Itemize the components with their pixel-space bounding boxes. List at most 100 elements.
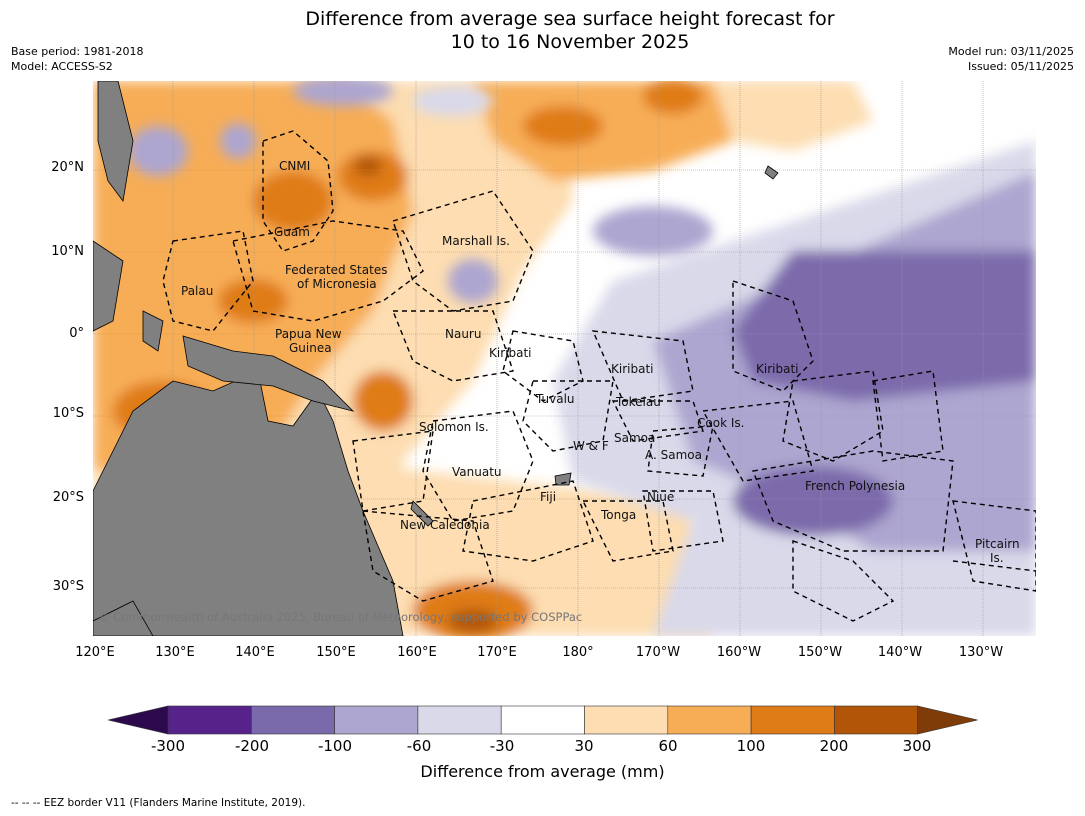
new-zealand-land xyxy=(93,600,154,636)
place-french-polynesia: French Polynesia xyxy=(805,479,906,493)
place-png-line2: Guinea xyxy=(289,341,332,355)
colorbar-label: -60 xyxy=(406,737,432,755)
colorbar-segment xyxy=(334,705,419,735)
land-masses xyxy=(93,81,779,636)
anomaly-purple-north xyxy=(413,86,493,116)
place-wallis-futuna: W & F xyxy=(573,439,609,453)
colorbar-label: -100 xyxy=(317,737,353,755)
base-period: Base period: 1981-2018 xyxy=(11,45,144,58)
colorbar-segment xyxy=(667,705,752,735)
issued-date: Issued: 05/11/2025 xyxy=(967,60,1074,73)
place-cook-is: Cook Is. xyxy=(697,416,745,430)
colorbar-segment xyxy=(750,705,835,735)
anomaly-purple-nw-3 xyxy=(293,81,393,106)
new-guinea-land xyxy=(182,335,355,412)
place-cnmi: CNMI xyxy=(279,159,311,173)
lon-tick-170e: 170°E xyxy=(477,645,517,660)
colorbar-label: 30 xyxy=(574,737,594,755)
anomaly-purple-south xyxy=(733,466,893,536)
hawaii-land xyxy=(764,165,779,180)
lon-tick-160e: 160°E xyxy=(397,645,437,660)
anomaly-darkest-2 xyxy=(448,609,498,633)
fiji-land xyxy=(554,472,572,486)
lon-tick-150w: 150°W xyxy=(797,645,843,660)
sulawesi-land xyxy=(142,310,164,352)
colorbar-label: -300 xyxy=(150,737,186,755)
anomaly-purple-tokelau xyxy=(593,206,713,256)
lon-tick-120e: 120°E xyxy=(75,645,115,660)
lat-tick-20n: 20°N xyxy=(51,160,84,175)
eez-borders xyxy=(162,130,1036,622)
lat-tick-30s: 30°S xyxy=(52,579,84,594)
new-caledonia-land xyxy=(410,500,434,527)
place-american-samoa: A. Samoa xyxy=(645,448,702,462)
colorbar-segment xyxy=(251,705,335,735)
place-pitcairn-line2: Is. xyxy=(990,551,1004,565)
eez-legend-footer: -- -- -- EEZ border V11 (Flanders Marine… xyxy=(11,797,306,809)
place-pitcairn-line1: Pitcairn xyxy=(975,537,1020,551)
lon-tick-130w: 130°W xyxy=(958,645,1004,660)
anomaly-dark-1 xyxy=(253,171,333,231)
sea-surface-height-map: © Commonwealth of Australia 2025, Bureau… xyxy=(93,81,1036,636)
colorbar-segment xyxy=(500,705,585,735)
anomaly-dark-7 xyxy=(353,371,413,431)
colorbar-segment xyxy=(417,705,502,735)
map-title: Difference from average sea surface heig… xyxy=(0,8,1085,54)
title-line-2: 10 to 16 November 2025 xyxy=(450,31,690,53)
anomaly-orange-northeast xyxy=(713,81,873,151)
philippines-land xyxy=(97,81,134,202)
anomaly-purple-marshall xyxy=(448,259,498,303)
place-tokelau: Tokelau xyxy=(616,395,661,409)
place-vanuatu: Vanuatu xyxy=(452,465,502,479)
anomaly-darkest-1 xyxy=(354,156,382,176)
lon-tick-140w: 140°W xyxy=(877,645,923,660)
anomaly-dark-5 xyxy=(218,279,288,323)
negative-anomaly-fields xyxy=(128,81,1036,636)
copyright-text: © Commonwealth of Australia 2025, Bureau… xyxy=(98,610,583,624)
anomaly-dark-4 xyxy=(643,81,703,114)
title-line-1: Difference from average sea surface heig… xyxy=(305,8,835,30)
place-tonga: Tonga xyxy=(601,508,637,522)
place-fiji: Fiji xyxy=(540,490,557,504)
lat-tick-10n: 10°N xyxy=(51,244,84,259)
place-niue: Niue xyxy=(647,490,675,504)
borneo-land xyxy=(93,240,124,332)
anomaly-purple-nw-1 xyxy=(128,126,188,176)
colorbar-label: -30 xyxy=(489,737,515,755)
model-run: Model run: 03/11/2025 xyxy=(948,45,1074,58)
anomaly-purple-nw-2 xyxy=(220,123,256,159)
place-fsm-line2: of Micronesia xyxy=(297,277,377,291)
place-tuvalu: Tuvalu xyxy=(536,392,575,406)
place-solomon-is: Solomon Is. xyxy=(419,420,489,434)
lon-tick-180: 180° xyxy=(562,645,594,660)
colorbar-extend-high xyxy=(917,705,978,735)
anomaly-mid-purple-east xyxy=(733,251,1036,401)
colorbar-segment xyxy=(167,705,252,735)
lon-tick-150e: 150°E xyxy=(316,645,356,660)
colorbar-label: 300 xyxy=(902,737,932,755)
place-marshall-is: Marshall Is. xyxy=(442,234,510,248)
lat-tick-20s: 20°S xyxy=(52,490,84,505)
lat-tick-0: 0° xyxy=(69,326,84,341)
colorbar-segment xyxy=(834,705,919,735)
colorbar-extend-low xyxy=(107,705,169,735)
place-png-line1: Papua New xyxy=(275,327,342,341)
place-kiribati-central: Kiribati xyxy=(611,362,654,376)
place-palau: Palau xyxy=(181,284,214,298)
meta-left: Base period: 1981-2018 Model: ACCESS-S2 xyxy=(11,44,143,74)
lat-tick-10s: 10°S xyxy=(52,406,84,421)
colorbar xyxy=(107,705,978,735)
place-new-caledonia: New Caledonia xyxy=(400,518,490,532)
lon-tick-160w: 160°W xyxy=(716,645,762,660)
place-kiribati-west: Kiribati xyxy=(489,346,532,360)
colorbar-label: 200 xyxy=(819,737,849,755)
place-kiribati-east: Kiribati xyxy=(756,362,799,376)
colorbar-label: -200 xyxy=(234,737,270,755)
meta-right: Model run: 03/11/2025 Issued: 05/11/2025 xyxy=(948,44,1074,74)
anomaly-dark-3 xyxy=(523,106,603,146)
lon-tick-130e: 130°E xyxy=(155,645,195,660)
place-nauru: Nauru xyxy=(445,327,482,341)
map-svg xyxy=(93,81,1036,636)
place-guam: Guam xyxy=(274,225,310,239)
colorbar-segment xyxy=(584,705,669,735)
